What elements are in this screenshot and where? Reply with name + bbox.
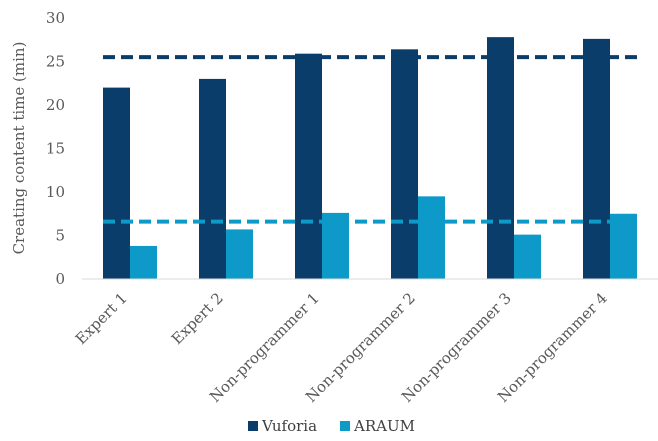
- bar-araum-non-programmer-1: [322, 212, 349, 279]
- legend-label-vuforia: Vuforia: [261, 417, 317, 435]
- legend-swatch-vuforia: [248, 421, 258, 431]
- legend: Vuforia ARAUM: [248, 417, 415, 435]
- x-tick-label: Expert 1: [72, 289, 131, 348]
- x-tick-label: Non-programmer 4: [494, 289, 611, 406]
- bar-vuforia-expert-1: [103, 87, 130, 279]
- y-tick-label: 0: [55, 270, 65, 288]
- y-tick-label: 20: [46, 96, 65, 114]
- bar-araum-expert-2: [226, 229, 253, 279]
- y-tick-label: 25: [46, 53, 65, 71]
- x-tick-label: Non-programmer 1: [206, 289, 323, 406]
- bar-vuforia-expert-2: [199, 78, 226, 280]
- x-tick-label: Expert 2: [168, 289, 227, 348]
- legend-swatch-araum: [340, 421, 350, 431]
- bar-vuforia-non-programmer-4: [583, 38, 610, 279]
- x-tick-label: Non-programmer 3: [398, 289, 515, 406]
- bar-araum-non-programmer-2: [418, 196, 445, 279]
- y-tick-label: 10: [46, 183, 65, 201]
- bar-araum-non-programmer-4: [610, 213, 637, 279]
- bar-vuforia-non-programmer-2: [391, 49, 418, 279]
- bars: [103, 37, 637, 280]
- y-tick-label: 15: [46, 140, 65, 158]
- y-axis-title: Creating content time (min): [10, 42, 28, 255]
- bar-araum-non-programmer-3: [514, 234, 541, 279]
- y-axis-ticks: 0 5 10 15 20 25 30: [46, 9, 65, 288]
- y-tick-label: 30: [46, 9, 65, 27]
- bar-vuforia-non-programmer-1: [295, 53, 322, 279]
- bar-vuforia-non-programmer-3: [487, 37, 514, 279]
- average-lines: [103, 55, 637, 224]
- x-tick-label: Non-programmer 2: [302, 289, 419, 406]
- legend-label-araum: ARAUM: [353, 417, 415, 435]
- y-tick-label: 5: [55, 227, 65, 245]
- bar-araum-expert-1: [130, 245, 157, 279]
